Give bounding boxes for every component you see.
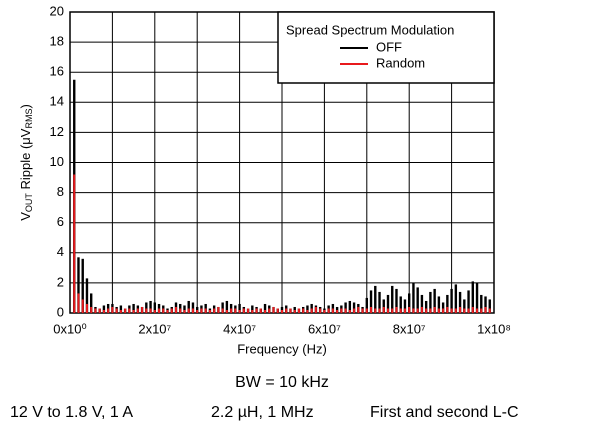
x-tick-label: 2x10⁷ — [138, 321, 171, 336]
y-tick-label: 12 — [50, 124, 64, 139]
y-axis-label-part: ) — [18, 104, 33, 108]
x-tick-label: 1x10⁸ — [477, 321, 511, 336]
x-tick-label: 0x10⁰ — [53, 321, 86, 336]
y-tick-label: 2 — [57, 274, 64, 289]
footer-condition: 2.2 µH, 1 MHz — [211, 404, 314, 421]
y-tick-label: 10 — [50, 154, 64, 169]
y-tick-label: 0 — [57, 304, 64, 319]
x-axis-label: Frequency (Hz) — [237, 341, 327, 356]
y-tick-label: 20 — [50, 3, 64, 18]
x-tick-label: 8x10⁷ — [393, 321, 426, 336]
y-tick-label: 6 — [57, 214, 64, 229]
y-tick-label: 14 — [50, 94, 64, 109]
y-tick-label: 18 — [50, 34, 64, 49]
footer-condition: First and second L-C — [370, 404, 519, 421]
y-axis-label: VOUT Ripple (μVRMS) — [18, 104, 34, 221]
y-tick-label: 4 — [57, 244, 64, 259]
x-tick-label: 6x10⁷ — [308, 321, 341, 336]
legend-label: OFF — [376, 39, 402, 54]
y-axis-label-part: RMS — [24, 109, 34, 129]
legend-label: Random — [376, 55, 425, 70]
y-axis-label-part: OUT — [24, 193, 34, 213]
y-axis-label-part: V — [18, 212, 33, 221]
footer-condition: 12 V to 1.8 V, 1 A — [10, 404, 133, 421]
legend-box — [277, 11, 495, 84]
footer-bandwidth: BW = 10 kHz — [235, 374, 329, 391]
legend-title: Spread Spectrum Modulation — [286, 22, 454, 37]
y-tick-label: 16 — [50, 64, 64, 79]
y-tick-label: 8 — [57, 184, 64, 199]
y-axis-label-part: Ripple (μV — [18, 128, 33, 193]
x-tick-label: 4x10⁷ — [223, 321, 256, 336]
